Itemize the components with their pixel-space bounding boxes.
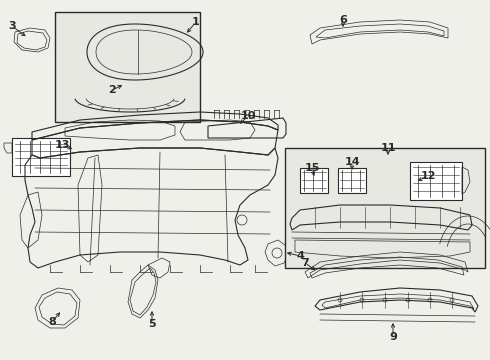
- Text: 15: 15: [304, 163, 319, 173]
- Text: 4: 4: [296, 251, 304, 261]
- Text: 8: 8: [48, 317, 56, 327]
- Bar: [55, 12, 200, 122]
- Text: 2: 2: [108, 85, 116, 95]
- Text: 5: 5: [148, 319, 156, 329]
- Text: 11: 11: [380, 143, 396, 153]
- Bar: [300, 168, 328, 193]
- Text: 3: 3: [8, 21, 16, 31]
- Text: 7: 7: [301, 258, 309, 268]
- Bar: [285, 148, 485, 268]
- Text: 13: 13: [54, 140, 70, 150]
- Text: 10: 10: [240, 111, 256, 121]
- Text: 6: 6: [339, 15, 347, 25]
- Text: 9: 9: [389, 332, 397, 342]
- Bar: [338, 168, 366, 193]
- Text: 1: 1: [192, 17, 200, 27]
- Text: 14: 14: [344, 157, 360, 167]
- Text: 12: 12: [420, 171, 436, 181]
- Bar: [410, 162, 462, 200]
- Bar: [12, 138, 70, 176]
